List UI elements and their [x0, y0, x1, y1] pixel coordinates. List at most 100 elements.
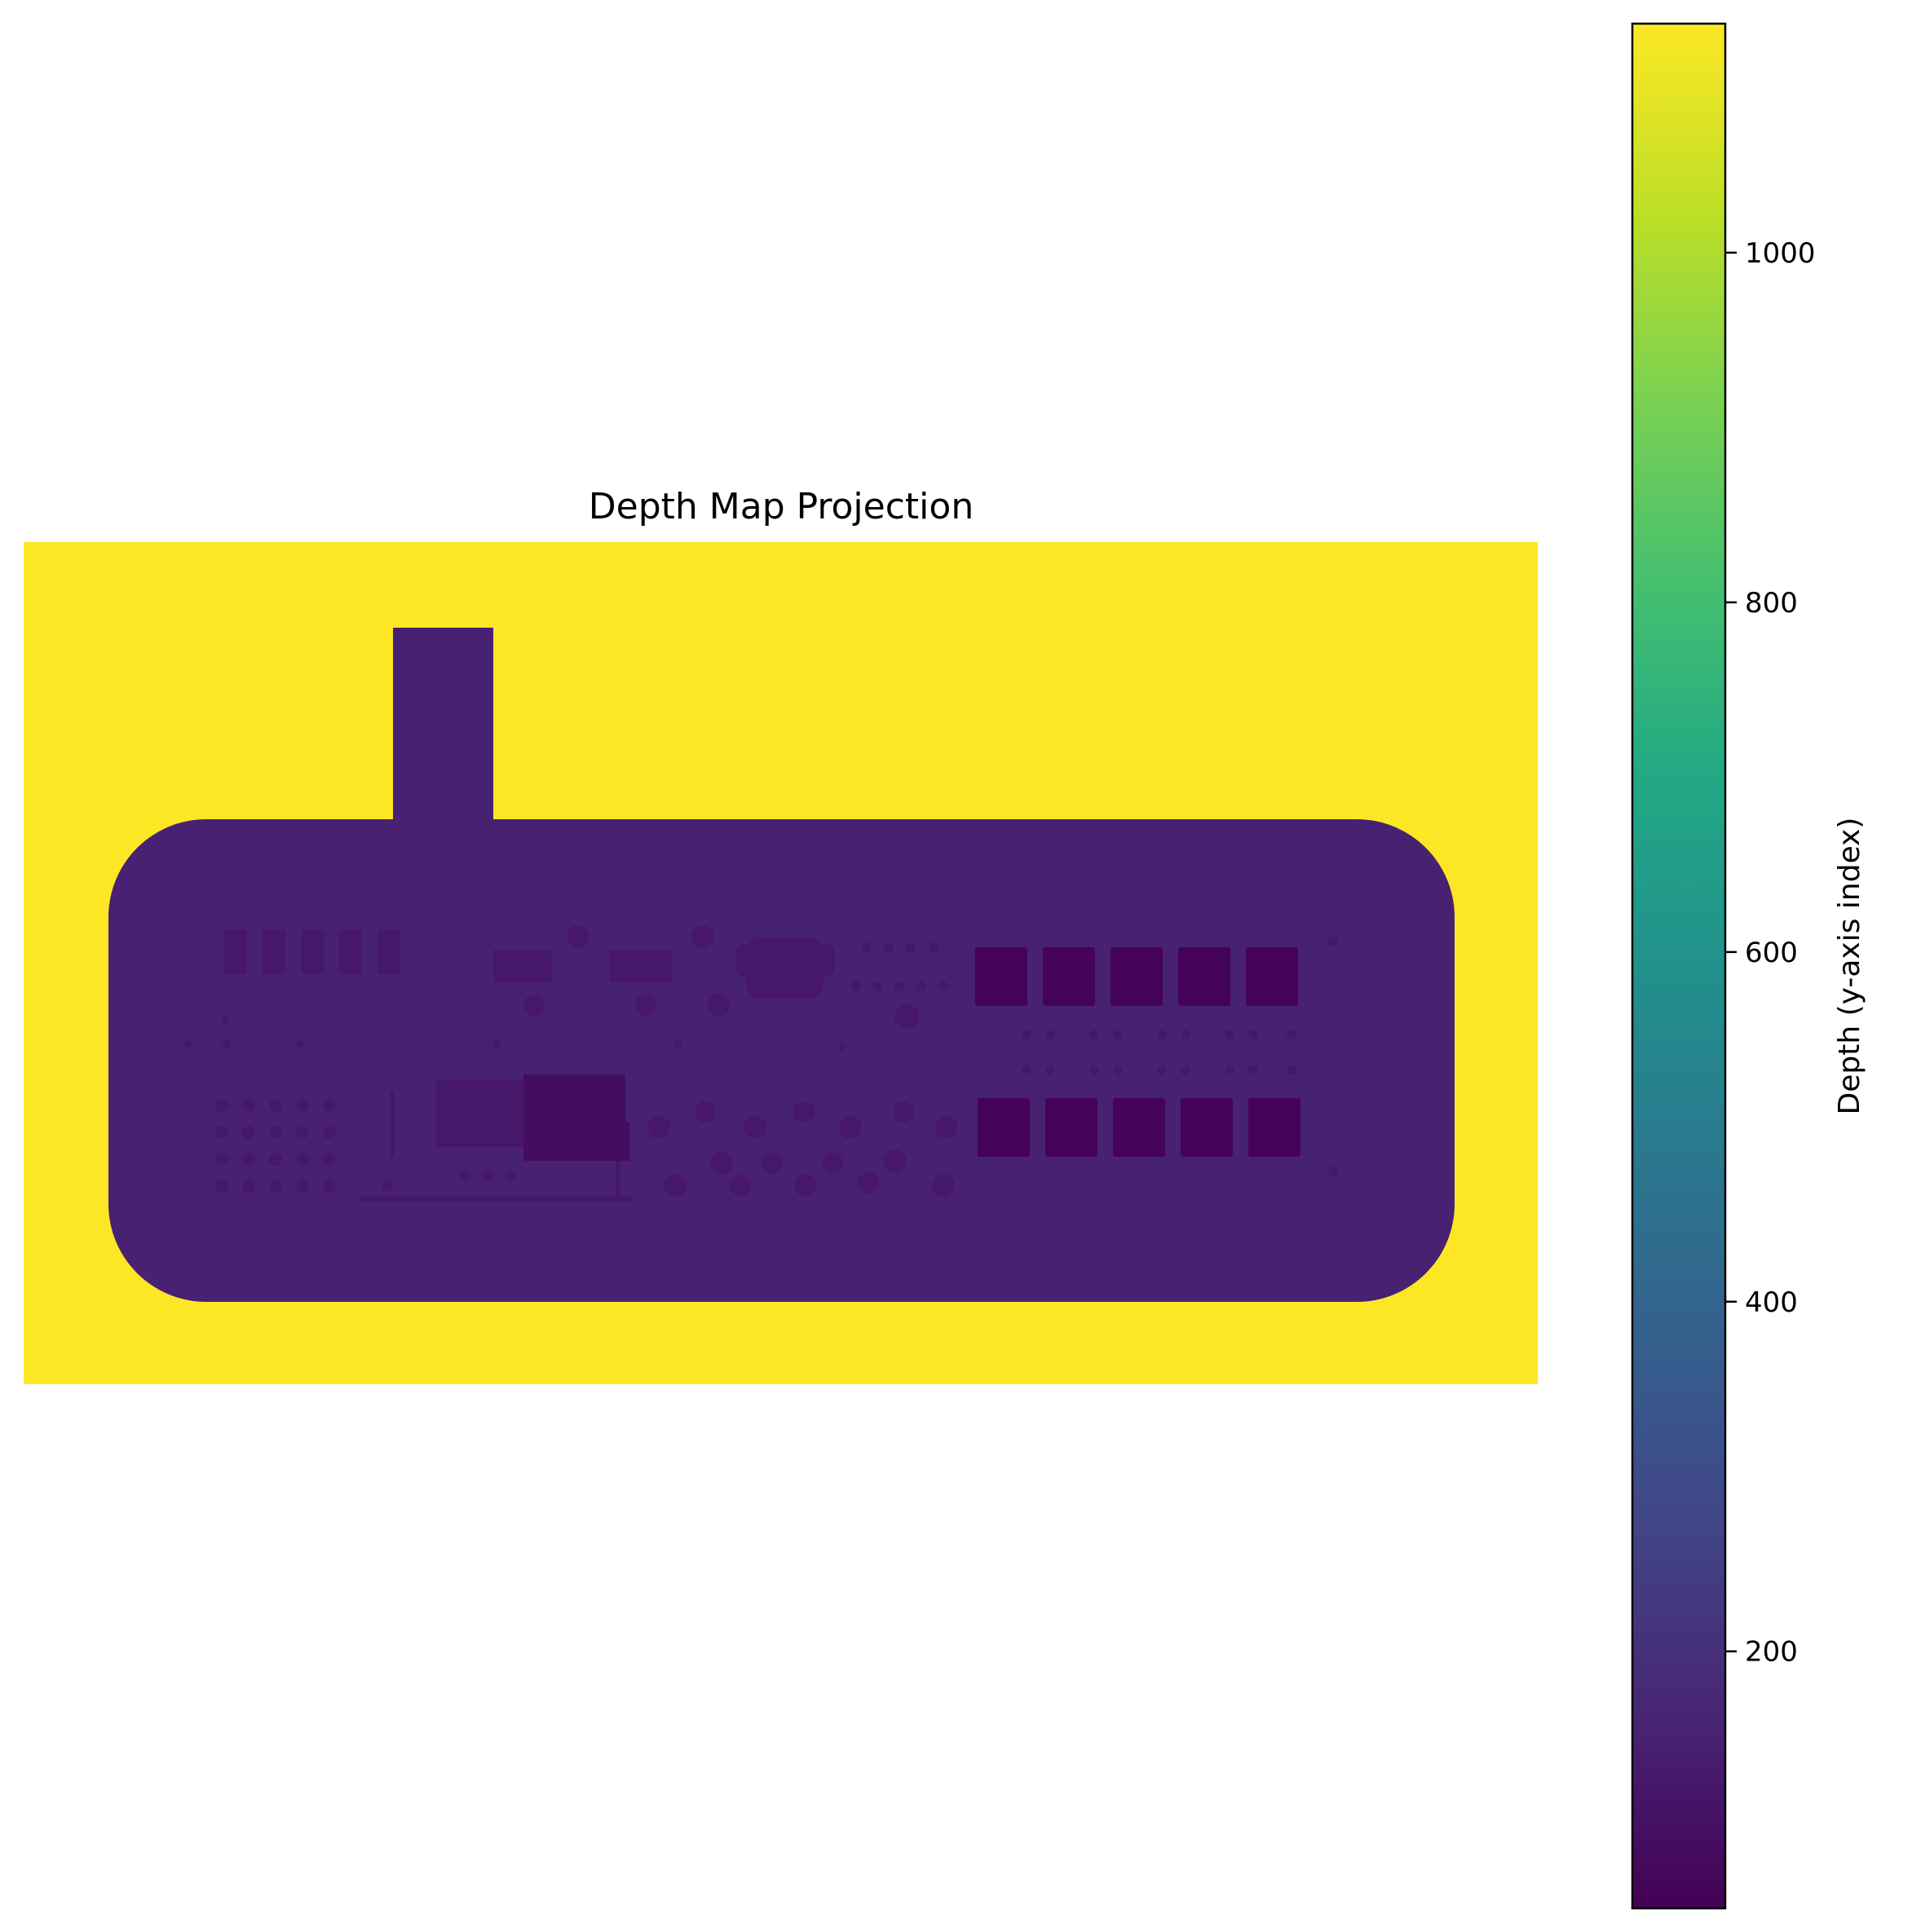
feature	[296, 1039, 304, 1048]
feature	[884, 1149, 907, 1172]
feature	[839, 1116, 862, 1139]
feature	[523, 995, 545, 1016]
feature	[1181, 1030, 1190, 1039]
feature	[851, 981, 861, 991]
feature	[644, 950, 672, 982]
feature	[301, 929, 324, 974]
feature	[505, 1170, 516, 1181]
feature	[938, 981, 948, 991]
feature	[526, 950, 552, 982]
colorbar-tick-label: 1000	[1745, 237, 1816, 270]
feature	[1328, 937, 1338, 946]
feature	[794, 1174, 817, 1197]
feature	[436, 1080, 528, 1147]
features-deepest	[975, 947, 1300, 1157]
feature	[744, 1116, 766, 1139]
feature	[323, 1099, 336, 1112]
feature	[1043, 947, 1095, 1006]
feature	[935, 1116, 958, 1139]
feature	[664, 1174, 687, 1197]
feature	[269, 1180, 282, 1193]
heatmap	[24, 542, 1538, 1384]
colorbar-label: Depth (y-axis index)	[1833, 818, 1866, 1115]
colorbar: 200 400 600 800 1000 Depth (y-axis index)	[1631, 22, 1866, 1910]
feature	[215, 1126, 228, 1139]
feature	[215, 1153, 228, 1166]
feature	[242, 1153, 255, 1166]
colorbar-tick-label: 400	[1745, 1286, 1798, 1319]
features-deep	[523, 1074, 629, 1161]
feature	[916, 981, 926, 991]
feature	[482, 1170, 493, 1181]
feature	[708, 994, 731, 1017]
feature	[695, 1101, 716, 1123]
feature	[296, 1153, 309, 1166]
feature	[1178, 947, 1230, 1006]
feature	[242, 1126, 255, 1139]
feature	[906, 942, 916, 952]
feature	[1225, 1030, 1234, 1039]
feature	[263, 929, 285, 974]
feature	[1111, 947, 1163, 1006]
feature	[894, 1004, 919, 1029]
feature	[730, 1175, 751, 1196]
feature	[323, 1153, 336, 1166]
colorbar-tick-label: 600	[1745, 937, 1798, 969]
feature	[746, 937, 824, 999]
feature	[1089, 1030, 1099, 1039]
feature	[893, 1101, 914, 1123]
feature	[567, 925, 589, 948]
feature	[492, 1039, 501, 1048]
feature	[1248, 1065, 1258, 1075]
feature	[215, 1180, 228, 1193]
feature	[674, 1039, 682, 1048]
feature	[862, 942, 872, 952]
feature	[822, 1153, 843, 1174]
feature	[872, 981, 882, 991]
feature	[579, 1122, 629, 1161]
feature	[710, 1152, 733, 1175]
feature	[459, 1170, 470, 1181]
feature	[793, 1101, 815, 1123]
feature	[762, 1153, 783, 1174]
feature	[1022, 1065, 1031, 1075]
feature	[390, 1091, 395, 1158]
feature	[858, 1172, 879, 1193]
feature	[296, 1126, 309, 1139]
feature	[296, 1099, 309, 1112]
feature	[378, 929, 400, 974]
feature	[359, 1197, 632, 1202]
feature	[493, 950, 526, 982]
feature	[269, 1099, 282, 1112]
feature	[1113, 1065, 1123, 1075]
feature	[269, 1126, 282, 1139]
feature	[1181, 1098, 1233, 1157]
feature	[1248, 1098, 1300, 1157]
feature	[323, 1180, 336, 1193]
feature	[269, 1153, 282, 1166]
feature	[1045, 1098, 1097, 1157]
feature	[1246, 947, 1298, 1006]
feature	[932, 1174, 955, 1197]
feature	[221, 1017, 229, 1025]
feature	[1089, 1065, 1099, 1075]
feature	[1045, 1065, 1055, 1075]
feature	[1113, 1098, 1165, 1157]
feature	[1248, 1030, 1258, 1039]
feature	[1157, 1030, 1167, 1039]
feature	[215, 1099, 228, 1112]
colorbar-ticks: 200 400 600 800 1000	[1725, 237, 1816, 1669]
feature	[1328, 1167, 1338, 1176]
body-main	[108, 819, 1455, 1302]
feature	[1157, 1065, 1167, 1075]
feature	[894, 981, 904, 991]
feature	[975, 947, 1027, 1006]
feature	[296, 1180, 309, 1193]
feature	[978, 1098, 1030, 1157]
feature	[1113, 1030, 1123, 1039]
feature	[838, 1043, 846, 1052]
feature	[242, 1180, 255, 1193]
feature	[183, 1039, 192, 1048]
feature	[616, 1158, 620, 1198]
